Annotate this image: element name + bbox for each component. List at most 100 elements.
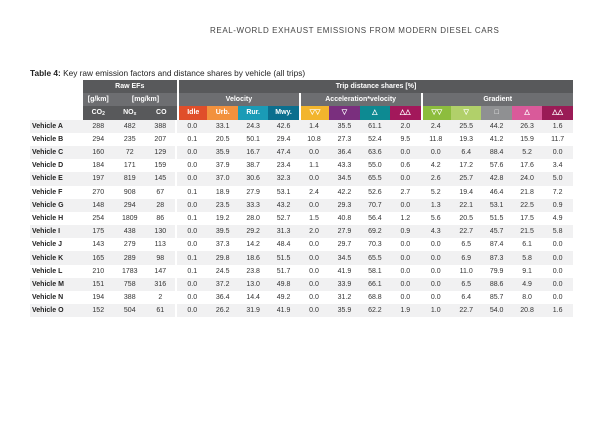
table-cell: 2.4 [298, 185, 330, 199]
table-cell: 145 [145, 172, 178, 186]
table-cell: 1.3 [420, 198, 451, 212]
row-label: Vehicle J [30, 238, 83, 252]
table-row: Vehicle L 210 1783 147 0.1 24.5 23.8 51.7 0.0 41.… [30, 264, 573, 278]
table-cell: 26.3 [511, 119, 543, 133]
table-cell: 0.0 [298, 277, 330, 291]
table-cell: 88.4 [481, 145, 512, 160]
table-cell: 0.0 [390, 238, 421, 252]
table-cell: 1.9 [390, 304, 421, 318]
row-label: Vehicle K [30, 251, 83, 265]
table-cell: 7.2 [542, 185, 573, 199]
table-cell: 147 [145, 264, 178, 278]
table-cell: 197 [82, 172, 114, 186]
table-cell: 1.6 [542, 119, 573, 133]
row-label: Vehicle C [30, 145, 83, 160]
header-row-units: [g/km] [mg/km] Velocity Acceleration*vel… [30, 93, 573, 107]
table-cell: 175 [82, 225, 114, 239]
table-cell: 39.5 [207, 225, 238, 239]
table-cell: 67 [145, 185, 178, 199]
table-cell: 55.0 [359, 159, 391, 173]
table-cell: 210 [82, 264, 114, 278]
table-cell: 908 [114, 185, 146, 199]
table-cell: 0.6 [390, 159, 421, 173]
table-cell: 24.3 [237, 119, 269, 133]
table-cell: 65.5 [359, 251, 391, 265]
table-cell: 36.4 [207, 291, 238, 305]
table-cell: 56.4 [359, 211, 391, 226]
table-cell: 0.0 [390, 251, 421, 265]
table-cell: 34.5 [329, 251, 360, 265]
table-cell: 3.4 [542, 159, 573, 173]
table-caption-label: Table 4: [30, 68, 61, 78]
table-cell: 2.0 [298, 225, 330, 239]
table-cell: 49.2 [268, 291, 299, 305]
table-cell: 5.2 [511, 145, 543, 160]
table-cell: 4.2 [420, 159, 451, 173]
table-cell: 54.0 [481, 304, 512, 318]
gradient-header: Gradient [420, 93, 573, 107]
unit-gkm: [g/km] [82, 93, 114, 107]
table-cell: 20.5 [207, 132, 238, 146]
table-cell: 0.0 [298, 304, 330, 318]
table-cell: 29.8 [207, 251, 238, 265]
table-row: Vehicle J 143 279 113 0.0 37.3 14.2 48.4 0.0 29.7… [30, 238, 573, 252]
table-cell: 44.2 [481, 119, 512, 133]
table-cell: 33.9 [329, 277, 360, 291]
table-cell: 98 [145, 251, 178, 265]
table-cell: 0.0 [298, 291, 330, 305]
table-cell: 62.2 [359, 304, 391, 318]
col-motorway: Mwy. [268, 106, 299, 120]
table-cell: 38.7 [237, 159, 269, 173]
table-cell: 65.5 [359, 172, 391, 186]
table-cell: 0.0 [390, 277, 421, 291]
table-cell: 52.6 [359, 185, 391, 199]
table-cell: 0.0 [390, 291, 421, 305]
table-cell: 0.0 [298, 172, 330, 186]
table-cell: 1.0 [420, 304, 451, 318]
table-cell: 0.0 [420, 277, 451, 291]
table-cell: 16.7 [237, 145, 269, 160]
table-cell: 19.4 [450, 185, 482, 199]
table-cell: 0.0 [298, 251, 330, 265]
table-cell: 87.4 [481, 238, 512, 252]
uphill-icon: △ [511, 106, 543, 120]
table-cell: 279 [114, 238, 146, 252]
table-cell: 22.1 [450, 198, 482, 212]
table-body: Vehicle A 288 482 388 0.0 33.1 24.3 42.6 1.4 35.5… [30, 119, 573, 318]
table-cell: 22.5 [511, 198, 543, 212]
table-cell: 23.8 [237, 264, 269, 278]
table-cell: 171 [114, 159, 146, 173]
table-cell: 72 [114, 145, 146, 160]
row-label: Vehicle D [30, 159, 83, 173]
table-cell: 24.5 [207, 264, 238, 278]
table-cell: 21.8 [511, 185, 543, 199]
table-cell: 13.0 [237, 277, 269, 291]
table-cell: 35.9 [207, 145, 238, 160]
table-cell: 113 [145, 238, 178, 252]
table-cell: 68.8 [359, 291, 391, 305]
row-label: Vehicle E [30, 172, 83, 186]
row-label: Vehicle A [30, 119, 83, 133]
table-cell: 4.9 [542, 211, 573, 226]
table-cell: 2 [145, 291, 178, 305]
table-row: Vehicle H 254 1809 86 0.1 19.2 28.0 52.7 1.5 40.8… [30, 211, 573, 226]
table-cell: 23.5 [207, 198, 238, 212]
table-cell: 42.8 [481, 172, 512, 186]
table-cell: 0.1 [177, 264, 208, 278]
table-cell: 37.2 [207, 277, 238, 291]
table-cell: 5.8 [511, 251, 543, 265]
table-cell: 1.6 [542, 304, 573, 318]
table-cell: 37.9 [207, 159, 238, 173]
table-row: Vehicle F 270 908 67 0.1 18.9 27.9 53.1 2.4 42.2 5… [30, 185, 573, 199]
table-cell: 130 [145, 225, 178, 239]
table-cell: 0.0 [177, 172, 208, 186]
table-cell: 0.0 [420, 251, 451, 265]
table-cell: 4.9 [511, 277, 543, 291]
table-cell: 17.5 [511, 211, 543, 226]
table-cell: 160 [82, 145, 114, 160]
table-cell: 40.8 [329, 211, 360, 226]
table-cell: 0.0 [542, 145, 573, 160]
table-cell: 5.2 [420, 185, 451, 199]
table-cell: 27.3 [329, 132, 360, 146]
table-cell: 11.8 [420, 132, 451, 146]
